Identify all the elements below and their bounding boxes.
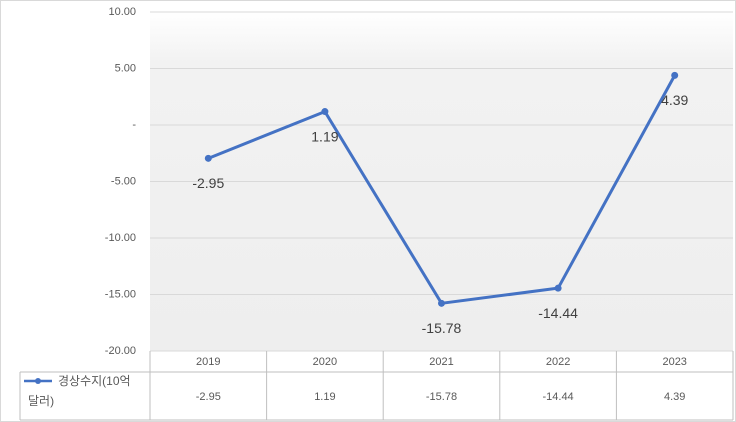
y-tick-label: 10.00	[108, 6, 136, 18]
y-tick-label: -	[132, 119, 136, 131]
data-label: -2.95	[192, 175, 224, 191]
y-tick-label: -10.00	[105, 232, 136, 244]
x-tick-label: 2019	[196, 356, 220, 368]
data-label: 4.39	[661, 92, 688, 108]
point	[671, 71, 679, 79]
legend-marker	[35, 378, 41, 384]
y-tick-label: -5.00	[111, 175, 136, 187]
x-tick-label: 2021	[429, 356, 453, 368]
data-label: -14.44	[538, 305, 578, 321]
point	[554, 284, 562, 292]
y-tick-label: -15.00	[105, 288, 136, 300]
point	[321, 108, 329, 116]
table-value: -14.44	[542, 391, 573, 403]
table-value: -2.95	[196, 391, 221, 403]
table-value: -15.78	[426, 391, 457, 403]
table-value: 1.19	[314, 391, 335, 403]
x-tick-label: 2023	[662, 356, 686, 368]
x-tick-label: 2020	[313, 356, 337, 368]
data-label: 1.19	[311, 128, 338, 144]
table-value: 4.39	[664, 391, 685, 403]
point	[438, 299, 445, 307]
point	[204, 154, 212, 162]
y-tick-label: -20.00	[105, 345, 136, 357]
data-label: -15.78	[422, 320, 462, 336]
legend-label-line: 경상수지(10억	[58, 374, 131, 388]
x-tick-label: 2022	[546, 356, 570, 368]
legend-label-line: 달러)	[28, 394, 54, 408]
y-tick-label: 5.00	[115, 62, 136, 74]
